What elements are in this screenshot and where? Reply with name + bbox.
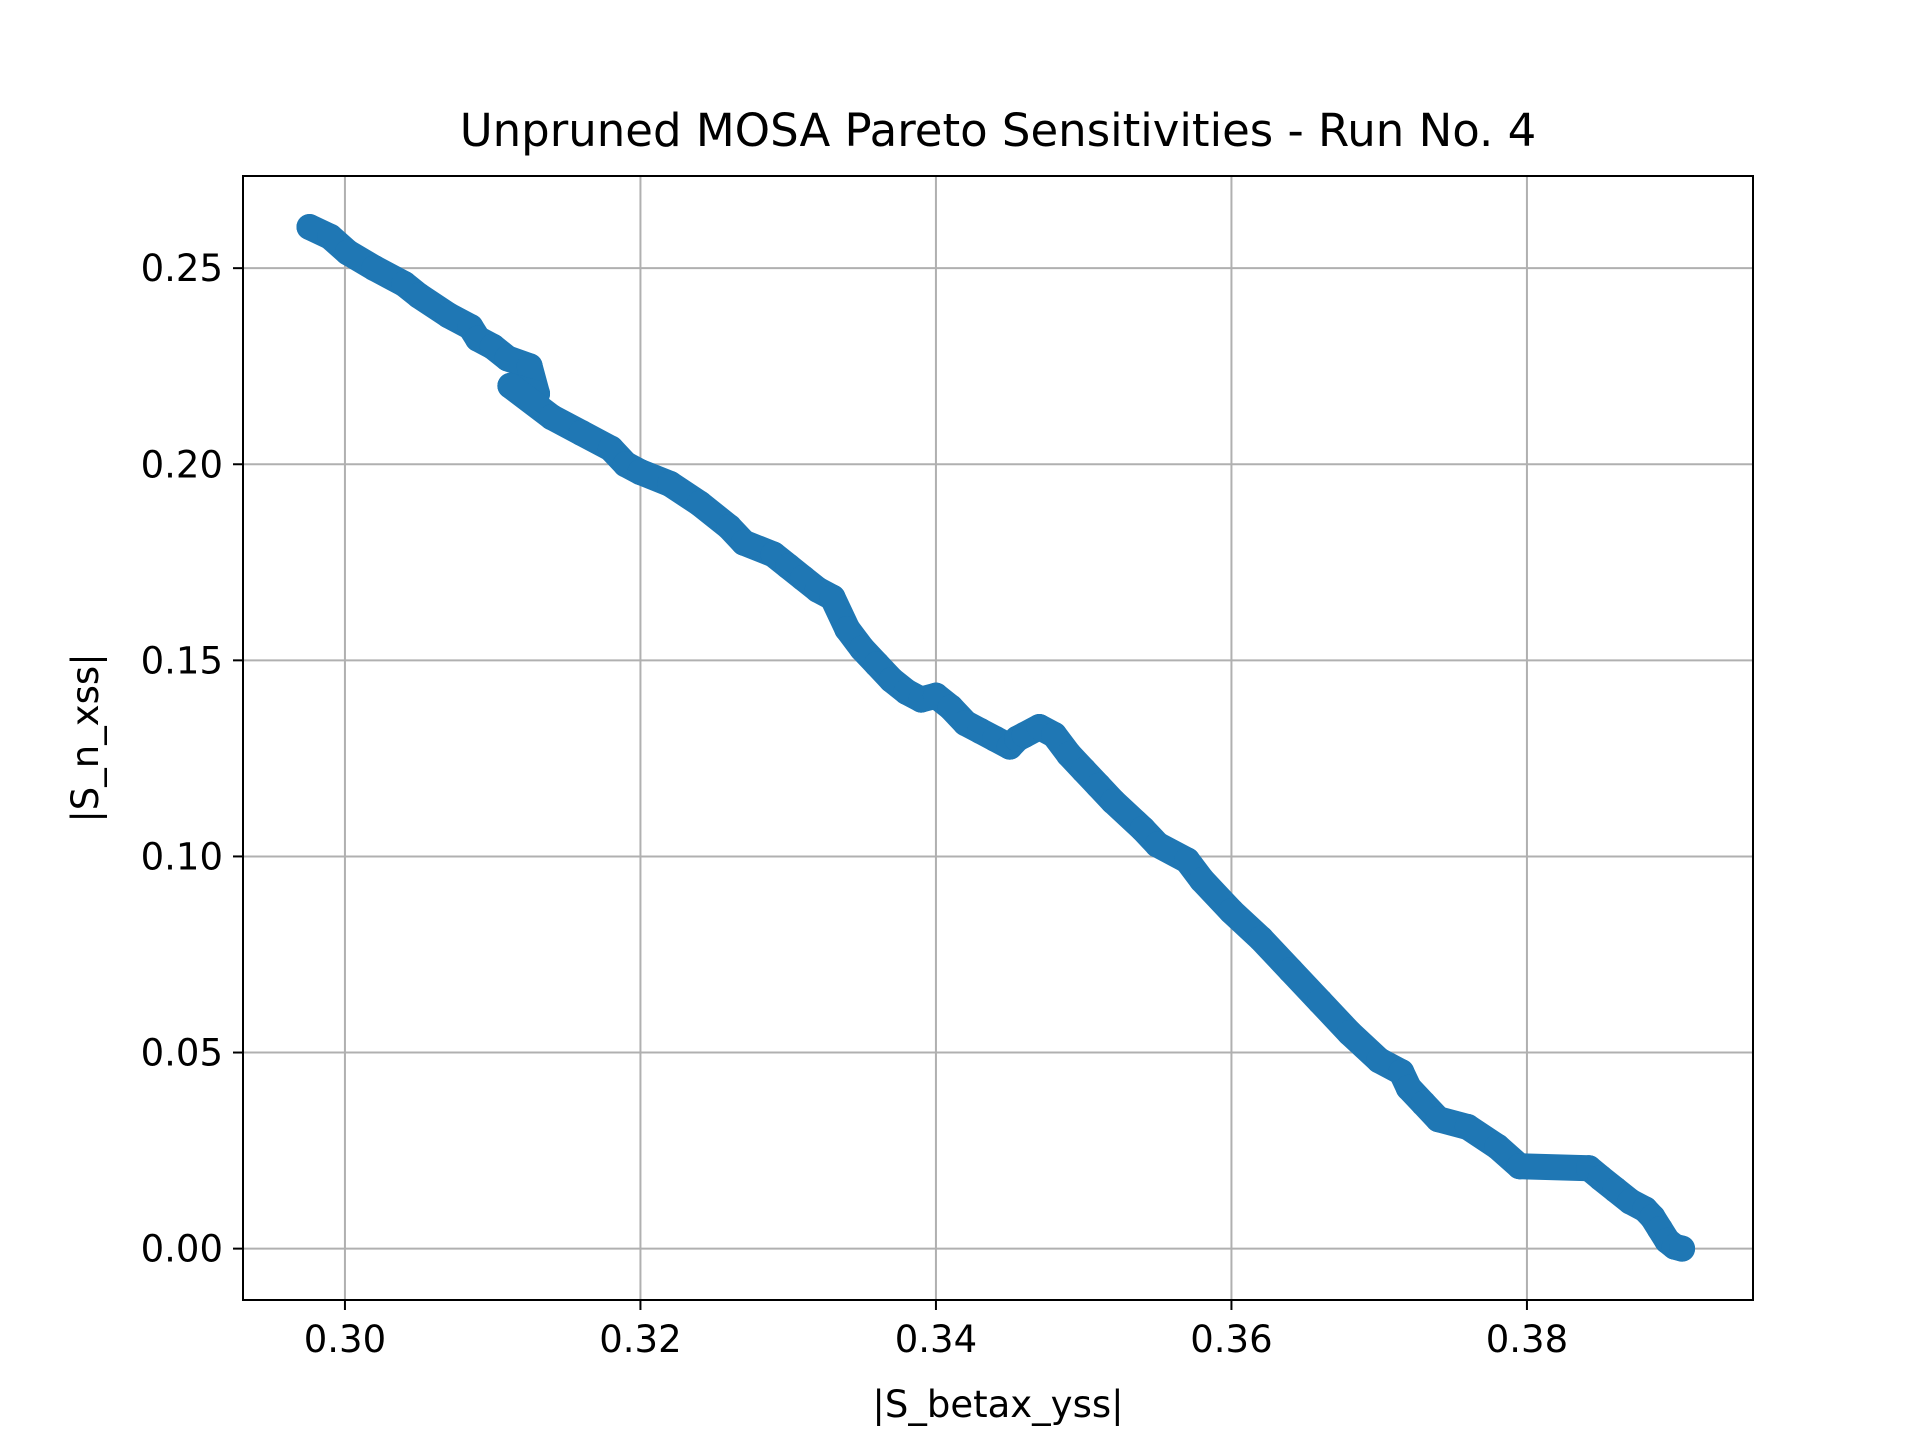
chart-title: Unpruned MOSA Pareto Sensitivities - Run…: [460, 104, 1537, 157]
plot-frame: [242, 175, 1754, 1301]
y-tick-label: 0.15: [141, 639, 223, 682]
x-axis-label: |S_betax_yss|: [872, 1383, 1123, 1426]
grid: [243, 176, 1753, 1300]
scatter-point: [1669, 1235, 1696, 1262]
y-tick-label: 0.25: [141, 247, 223, 290]
x-tick-label: 0.30: [304, 1318, 386, 1361]
y-tick-label: 0.00: [141, 1228, 223, 1271]
x-tick-label: 0.34: [895, 1318, 977, 1361]
y-tick-label: 0.05: [141, 1032, 223, 1075]
x-tick-label: 0.32: [599, 1318, 681, 1361]
scatter-points: [296, 213, 1696, 1262]
y-tick-label: 0.10: [141, 835, 223, 878]
x-tick-label: 0.38: [1486, 1318, 1568, 1361]
y-axis-label: |S_n_xss|: [64, 653, 107, 822]
y-tick-label: 0.20: [141, 443, 223, 486]
x-tick-label: 0.36: [1190, 1318, 1272, 1361]
axis-ticks: 0.30 0.32 0.34 0.36 0.38 0.00 0.05 0.10 0.15 0.20…: [141, 247, 1569, 1361]
